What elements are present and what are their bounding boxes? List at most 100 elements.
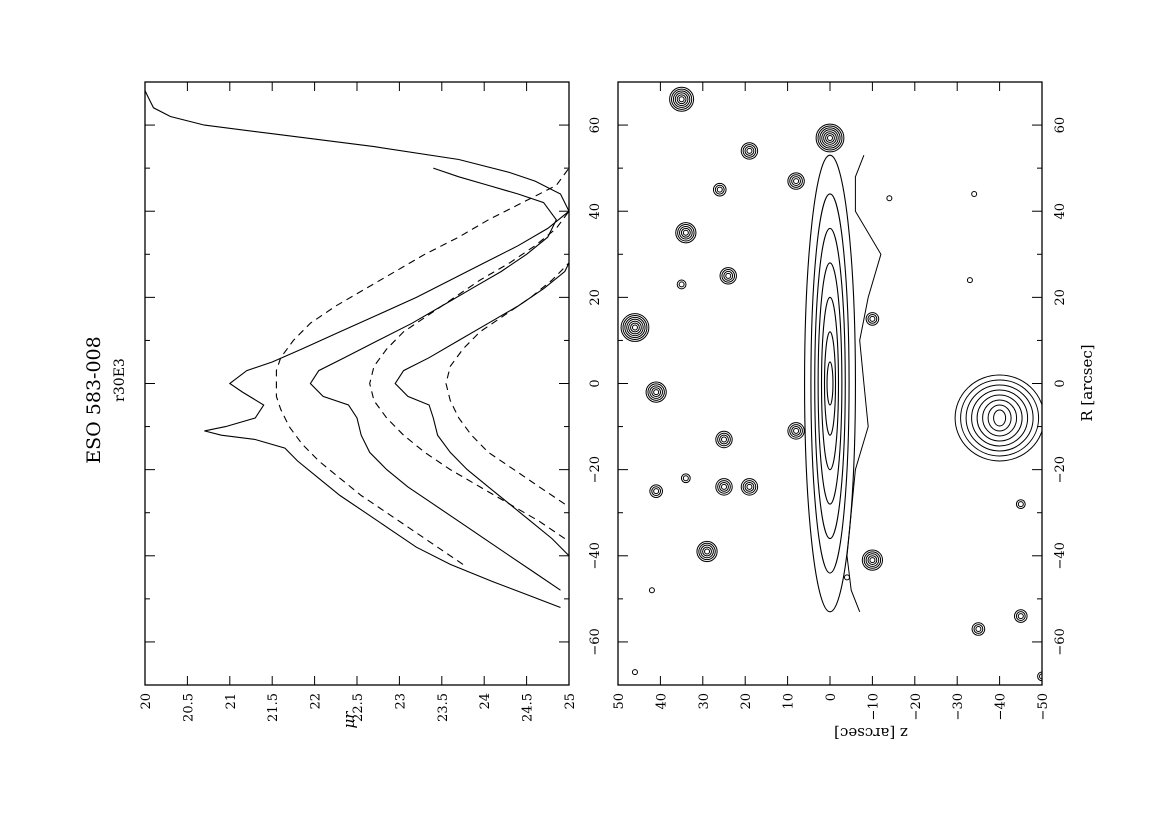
contour-r-tick-label: 20 <box>1053 289 1068 306</box>
contour-z-tick-label: 30 <box>697 693 712 710</box>
star-contour <box>680 227 691 238</box>
bright-source-contour <box>960 379 1040 457</box>
star-contour <box>791 425 801 436</box>
star-contour <box>676 279 687 290</box>
star-contour <box>746 483 753 490</box>
star-contour <box>622 315 648 341</box>
observed-profile-line <box>144 90 570 609</box>
star-contour <box>793 178 800 185</box>
contour-x-axis-label: R [arcsec] <box>1078 344 1096 421</box>
star-contour <box>712 182 727 197</box>
galaxy-disk-contour <box>820 296 840 471</box>
star-contour <box>714 184 725 195</box>
star-contour <box>819 127 841 149</box>
star-contour <box>843 574 850 581</box>
observed-profile-line <box>394 262 570 557</box>
observed-profile-line <box>309 167 561 591</box>
star-contour <box>716 186 723 193</box>
bright-source-contour <box>971 389 1029 447</box>
galaxy-disk-contour <box>814 227 846 540</box>
star-contour <box>740 478 759 496</box>
contour-panel: −60 −60 −40 −40 −20 −20 0 0 20 20 40 40 60 60 −50 −40 −3… <box>588 81 1096 742</box>
star-contour <box>721 269 736 283</box>
star-contour <box>821 129 839 147</box>
star-contour <box>789 424 803 438</box>
profile-panel: 20 20.5 21 21.5 22 22.5 23 23.5 24 24.5 25 μr <box>139 81 578 729</box>
star-contour <box>715 430 733 449</box>
galaxy-disk-contour <box>810 193 850 574</box>
star-contour <box>742 480 757 494</box>
star-contour <box>787 172 805 190</box>
star-contour <box>649 385 663 399</box>
star-contour <box>680 473 691 484</box>
profile-mu-tick-label: 22.5 <box>351 693 366 722</box>
profile-mu-tick-label: 22 <box>309 693 324 710</box>
profile-r-tick-label: −60 <box>588 628 603 655</box>
star-contour <box>653 389 660 396</box>
star-contour <box>1015 499 1026 510</box>
outer-envelope-contour <box>846 155 882 612</box>
galaxy-disk-contour <box>817 262 843 505</box>
star-contour <box>721 436 727 443</box>
star-contour <box>789 174 803 188</box>
star-contour <box>631 324 638 331</box>
profile-y-axis-label: μr <box>340 711 358 729</box>
contour-z-tick-label: 20 <box>739 693 754 710</box>
profile-r-tick-label: 20 <box>588 289 603 306</box>
profile-mu-tick-label: 24 <box>478 693 493 710</box>
star-contour <box>682 475 689 482</box>
star-contour <box>651 387 662 398</box>
star-contour <box>867 313 878 324</box>
star-contour <box>715 478 733 496</box>
star-contour <box>631 669 638 676</box>
contour-z-tick-label: 50 <box>612 693 627 710</box>
bright-source-contour <box>976 394 1023 442</box>
star-contour <box>725 272 732 279</box>
star-contour <box>740 142 759 160</box>
star-contour <box>869 315 876 322</box>
star-contour <box>674 92 689 107</box>
profile-mu-tick-label: 24.5 <box>521 693 536 722</box>
star-contour <box>886 195 893 202</box>
profile-panel-frame <box>144 81 570 686</box>
star-contour <box>865 553 880 567</box>
star-contour <box>825 133 835 143</box>
model-profile-line <box>445 262 570 505</box>
profile-r-tick-label: 40 <box>588 203 603 220</box>
contour-z-tick-label: −40 <box>994 693 1009 720</box>
star-contour <box>973 624 984 634</box>
contour-r-tick-label: −60 <box>1053 628 1068 655</box>
contour-y-axis-label: z [arcsec] <box>834 724 908 742</box>
contour-r-tick-label: 0 <box>1053 379 1068 387</box>
bright-source-contour <box>982 399 1018 437</box>
profile-mu-tick-label: 25 <box>563 693 578 710</box>
star-contour <box>861 549 884 571</box>
star-contour <box>1017 501 1024 508</box>
star-contour <box>682 229 689 236</box>
star-contour <box>1039 673 1042 680</box>
star-contour <box>966 277 973 284</box>
profile-mu-tick-label: 23.5 <box>436 693 451 722</box>
star-contour <box>649 484 663 498</box>
star-contour <box>823 131 837 145</box>
profile-series <box>144 90 570 609</box>
star-contour <box>630 322 640 333</box>
star-contour <box>791 176 801 186</box>
star-contour <box>647 383 665 401</box>
star-contour <box>971 190 978 197</box>
profile-mu-tick-label: 23 <box>393 693 408 710</box>
profile-mu-tick-label: 21 <box>224 693 239 710</box>
star-contour <box>628 320 642 335</box>
chart-title: ESO 583-008 <box>83 336 105 463</box>
star-contour <box>1017 613 1024 620</box>
contour-z-tick-label: −30 <box>951 693 966 720</box>
bright-source-contour <box>965 384 1034 452</box>
star-contour <box>719 267 737 285</box>
star-contour <box>719 434 729 445</box>
contour-z-tick-label: 10 <box>782 693 797 710</box>
galaxy-disk-contour <box>823 331 837 436</box>
profile-ticks: 20 20.5 21 21.5 22 22.5 23 23.5 24 24.5 25 <box>139 81 578 722</box>
star-contour <box>717 432 731 447</box>
bright-source-contour <box>954 374 1042 462</box>
